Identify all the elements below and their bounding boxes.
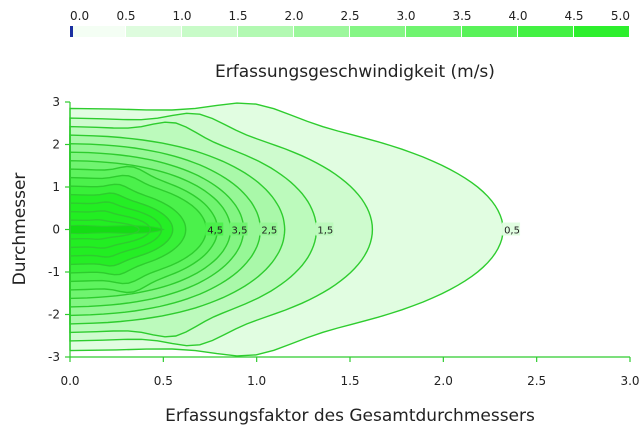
colorbar-segment: [182, 26, 237, 37]
colorbar-segment: [406, 26, 461, 37]
colorbar-segment: [126, 26, 181, 37]
contour-line: [69, 112, 374, 347]
contour-line: [69, 134, 286, 325]
contour-label: 1,5: [317, 226, 333, 237]
y-tick-label: -3: [48, 350, 60, 364]
x-tick-label: 3.0: [620, 374, 639, 388]
contour-line: [69, 201, 163, 258]
contour-line: [69, 183, 187, 276]
colorbar-tick-label: 4.5: [564, 9, 583, 23]
y-tick-label: -2: [48, 308, 60, 322]
colorbar-tick-label: 2.5: [340, 9, 359, 23]
contour-core: [69, 224, 165, 235]
contour-label-background: [205, 222, 224, 236]
colorbar-tick-label: 4.0: [508, 9, 527, 23]
contour-label: 2,5: [261, 226, 277, 237]
colorbar-tick-label: 3.0: [396, 9, 415, 23]
contour-line: [69, 192, 174, 267]
colorbar-tick-label: 5.0: [611, 9, 630, 23]
colorbar-title: Erfassungsgeschwindigkeit (m/s): [215, 62, 495, 82]
x-tick-label: 1.0: [247, 374, 266, 388]
colorbar-segment: [70, 26, 125, 37]
contour-fills: [69, 103, 504, 356]
colorbar-segment: [462, 26, 517, 37]
y-tick-label: 1: [52, 180, 60, 194]
contour-line: [69, 210, 152, 249]
colorbar-marker: [70, 26, 73, 37]
colorbar-tick-label: 2.0: [284, 9, 303, 23]
colorbar-segment: [294, 26, 349, 37]
y-tick-label: 3: [52, 95, 60, 109]
x-tick-label: 2.0: [434, 374, 453, 388]
colorbar-tick-label: 1.0: [172, 9, 191, 23]
colorbar-segment: [574, 26, 629, 37]
y-tick-label: 2: [52, 138, 60, 152]
colorbar-tick-label: 0.0: [70, 9, 89, 23]
contour-line: [69, 218, 140, 241]
colorbar-segment: [518, 26, 573, 37]
contour-label-background: [259, 222, 278, 236]
contour-label-background: [229, 222, 248, 236]
colorbar-tick-label: 1.5: [228, 9, 247, 23]
contour-label: 3,5: [232, 226, 248, 237]
colorbar-tick-label: 0.5: [116, 9, 135, 23]
contour-labels: 0,5 1,5 2,5 3,5 4,5: [205, 222, 521, 237]
colorbar-segment: [350, 26, 405, 37]
axes: 0.0 0.5 1.0 1.5 2.0 2.5 3.0 -3 -2 -1 0 1 2 3: [48, 95, 640, 388]
y-axis-title: Durchmesser: [10, 173, 30, 286]
x-tick-label: 0.5: [154, 374, 173, 388]
contour-label: 0,5: [504, 226, 520, 237]
x-axis-title: Erfassungsfaktor des Gesamtdurchmessers: [165, 406, 535, 426]
x-tick-label: 2.5: [527, 374, 546, 388]
y-tick-label: -1: [48, 265, 60, 279]
contour-label-background: [502, 222, 521, 236]
colorbar: 0.0 0.5 1.0 1.5 2.0 2.5 3.0 3.5 4.0 4.5 5.0: [70, 9, 630, 37]
x-tick-label: 1.5: [340, 374, 359, 388]
x-tick-label: 0.0: [60, 374, 79, 388]
colorbar-segment: [238, 26, 293, 37]
contour-label-background: [315, 222, 334, 236]
colorbar-tick-label: 3.5: [452, 9, 471, 23]
y-tick-label: 0: [52, 223, 60, 237]
contour-label: 4,5: [207, 226, 223, 237]
